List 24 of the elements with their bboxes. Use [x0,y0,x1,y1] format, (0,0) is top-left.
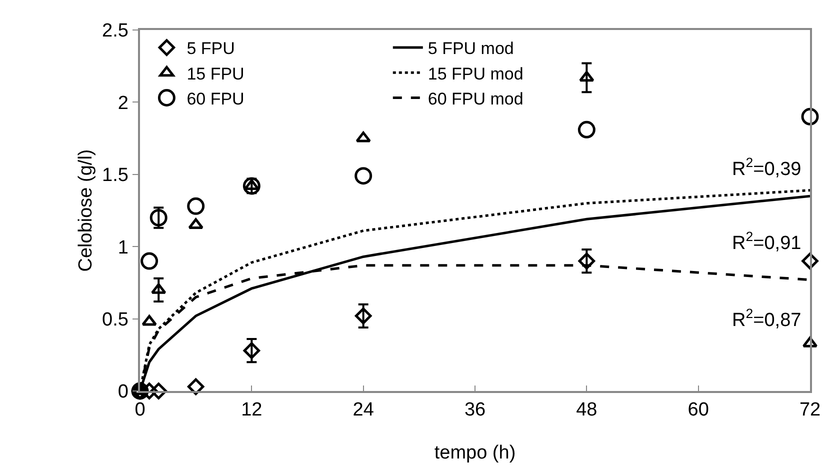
x-axis-title: tempo (h) [434,442,516,464]
x-tick-label: 72 [799,400,821,421]
x-tick-label: 36 [464,400,486,421]
annotation: R$^{2}$=0,87 [732,306,802,331]
legend-label: 60 FPU [186,89,244,108]
y-tick-label: 1 [118,237,128,258]
y-tick-label: 2.5 [102,20,128,42]
y-tick-label: 1.5 [102,165,128,186]
x-tick-label: 60 [688,400,709,421]
y-tick-label: 0 [118,382,128,403]
y-axis-title: Celobiose (g/l) [76,149,96,272]
legend-label: 5 FPU mod [428,39,514,58]
legend-label: 60 FPU mod [428,89,524,108]
x-tick-label: 48 [576,400,598,421]
legend-label: 15 FPU mod [428,64,524,84]
annotation: R$^{2}$=0,39 [732,155,802,180]
x-tick-label: 0 [134,400,146,421]
y-tick-label: 2 [118,92,128,114]
x-tick-label: 12 [241,400,262,421]
legend-label: 5 FPU [186,39,235,58]
annotation: R$^{2}$=0,91 [732,229,802,254]
x-tick-label: 24 [352,400,374,421]
legend-label: 15 FPU [186,64,244,84]
y-tick-label: 0.5 [102,309,128,330]
